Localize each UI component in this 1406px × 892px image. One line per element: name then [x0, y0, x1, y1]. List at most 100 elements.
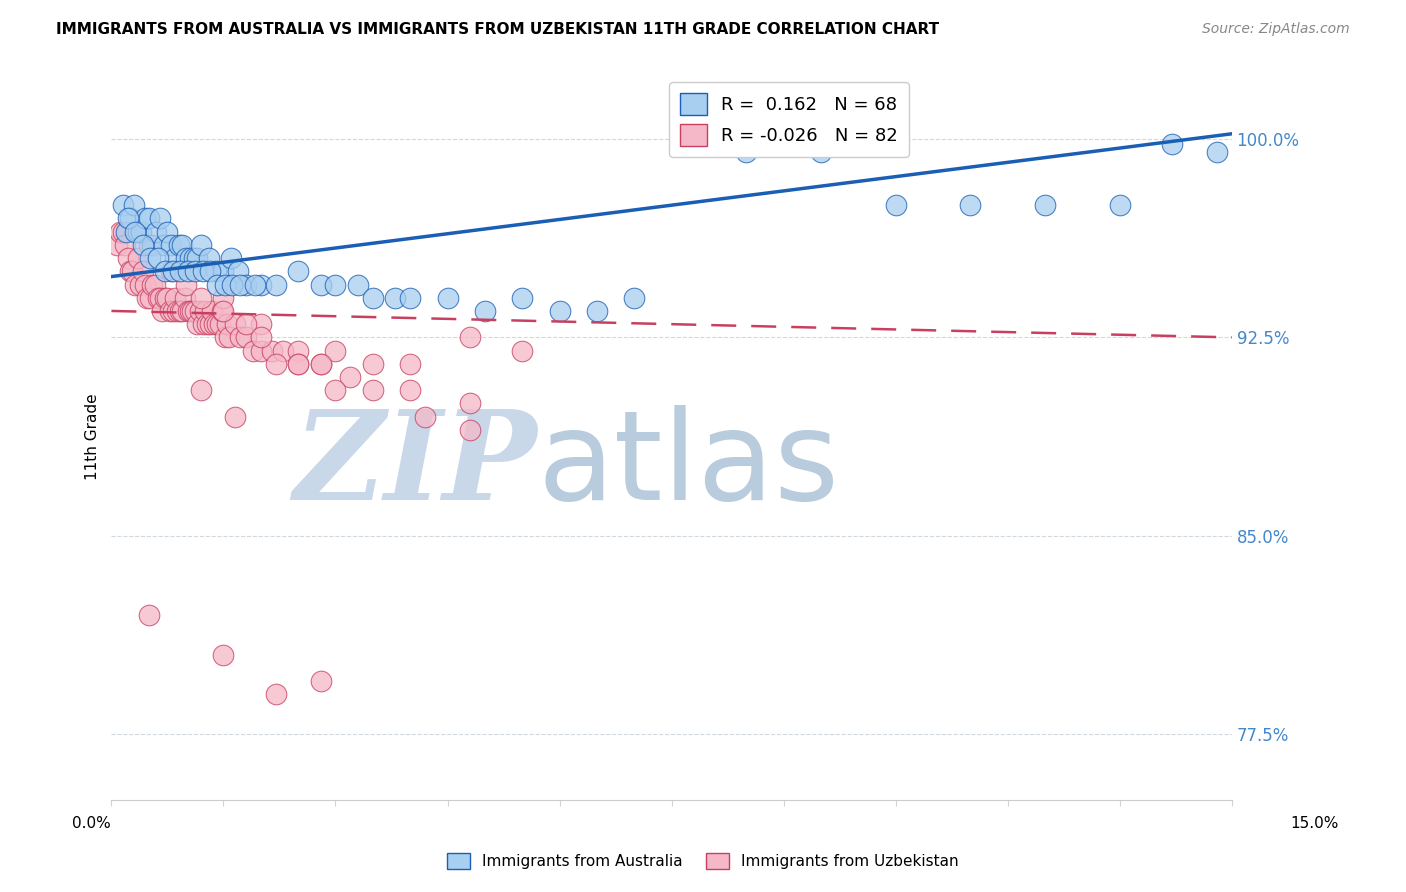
Point — [110, 225, 132, 239]
Point — [139, 291, 162, 305]
Point — [183, 251, 205, 265]
Point — [114, 237, 136, 252]
Point — [117, 251, 139, 265]
Point — [163, 291, 186, 305]
Point — [212, 291, 235, 305]
Point — [264, 357, 287, 371]
Point — [260, 343, 283, 358]
Point — [145, 225, 167, 239]
Point — [413, 409, 436, 424]
Point — [162, 304, 184, 318]
Point — [111, 225, 134, 239]
Point — [195, 317, 218, 331]
Point — [138, 237, 160, 252]
Point — [458, 330, 481, 344]
Point — [810, 145, 832, 160]
Point — [548, 304, 571, 318]
Point — [111, 198, 134, 212]
Point — [586, 304, 609, 318]
Point — [172, 304, 194, 318]
Legend: Immigrants from Australia, Immigrants from Uzbekistan: Immigrants from Australia, Immigrants fr… — [441, 847, 965, 875]
Point — [361, 291, 384, 305]
Point — [229, 277, 252, 292]
Point — [191, 317, 214, 331]
Point — [190, 384, 212, 398]
Point — [149, 211, 172, 226]
Point — [735, 145, 758, 160]
Point — [474, 304, 496, 318]
Point — [176, 264, 198, 278]
Point — [458, 396, 481, 410]
Point — [212, 304, 235, 318]
Point — [146, 251, 169, 265]
Point — [143, 277, 166, 292]
Point — [176, 304, 198, 318]
Point — [1033, 198, 1056, 212]
Point — [287, 357, 309, 371]
Point — [214, 277, 236, 292]
Point — [121, 264, 143, 278]
Point — [458, 423, 481, 437]
Point — [242, 343, 264, 358]
Point — [194, 304, 217, 318]
Point — [179, 304, 201, 318]
Point — [510, 291, 533, 305]
Point — [339, 370, 361, 384]
Point — [361, 384, 384, 398]
Point — [129, 225, 152, 239]
Point — [163, 251, 186, 265]
Point — [174, 251, 197, 265]
Point — [172, 237, 194, 252]
Point — [309, 674, 332, 689]
Point — [122, 198, 145, 212]
Point — [214, 330, 236, 344]
Point — [167, 237, 190, 252]
Point — [132, 264, 155, 278]
Point — [139, 251, 162, 265]
Point — [347, 277, 370, 292]
Point — [134, 277, 156, 292]
Text: Source: ZipAtlas.com: Source: ZipAtlas.com — [1202, 22, 1350, 37]
Point — [309, 357, 332, 371]
Point — [249, 343, 271, 358]
Point — [287, 264, 309, 278]
Point — [166, 304, 188, 318]
Point — [1108, 198, 1130, 212]
Point — [201, 304, 224, 318]
Point — [219, 251, 242, 265]
Point — [152, 237, 174, 252]
Text: IMMIGRANTS FROM AUSTRALIA VS IMMIGRANTS FROM UZBEKISTAN 11TH GRADE CORRELATION C: IMMIGRANTS FROM AUSTRALIA VS IMMIGRANTS … — [56, 22, 939, 37]
Point — [156, 225, 179, 239]
Point — [117, 211, 139, 226]
Point — [1205, 145, 1227, 160]
Point — [325, 343, 347, 358]
Point — [212, 648, 235, 662]
Point — [127, 225, 149, 239]
Point — [207, 317, 229, 331]
Point — [138, 211, 160, 226]
Point — [197, 251, 219, 265]
Point — [138, 607, 160, 622]
Point — [224, 409, 246, 424]
Point — [361, 357, 384, 371]
Point — [959, 198, 981, 212]
Point — [124, 277, 146, 292]
Point — [160, 264, 183, 278]
Point — [162, 264, 184, 278]
Point — [212, 264, 235, 278]
Point — [287, 357, 309, 371]
Point — [136, 291, 159, 305]
Point — [399, 384, 422, 398]
Point — [249, 277, 271, 292]
Point — [884, 198, 907, 212]
Point — [173, 291, 195, 305]
Point — [120, 211, 142, 226]
Point — [127, 251, 149, 265]
Point — [169, 264, 191, 278]
Point — [205, 264, 228, 278]
Point — [384, 291, 406, 305]
Point — [181, 304, 204, 318]
Point — [146, 291, 169, 305]
Point — [124, 225, 146, 239]
Point — [623, 291, 645, 305]
